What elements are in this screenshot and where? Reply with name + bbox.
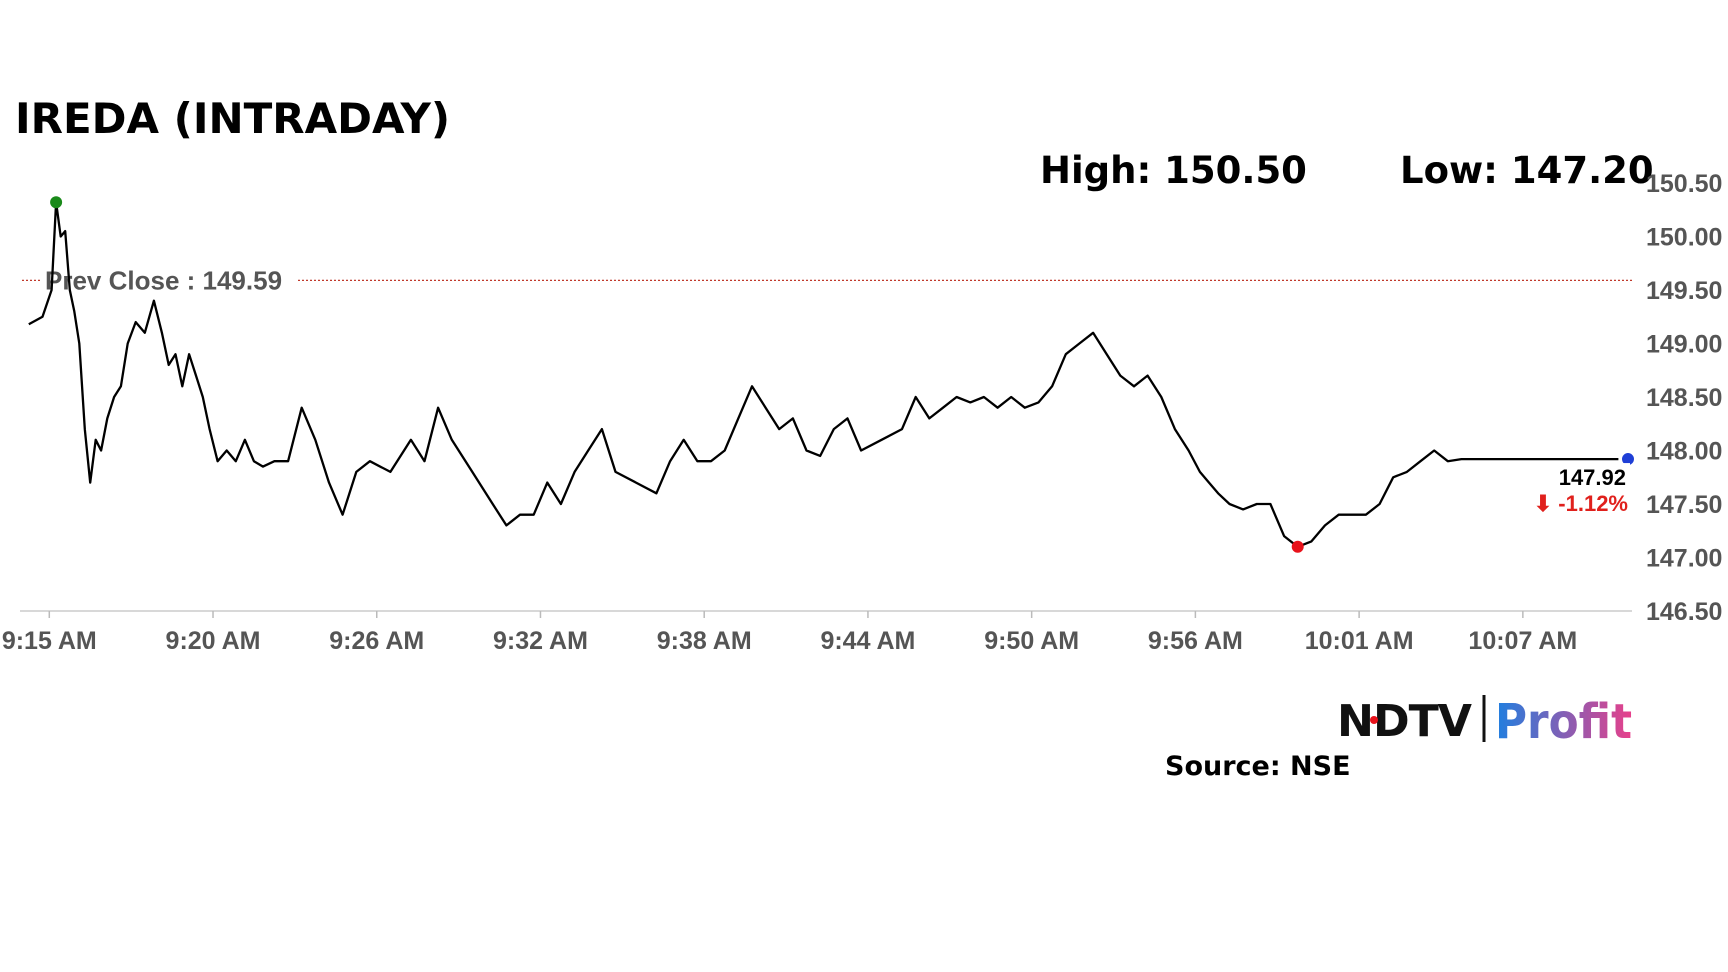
x-tick-label: 10:07 AM (1468, 627, 1577, 655)
brand-ndtv-text: NDTV (1337, 696, 1472, 747)
x-axis-ticks: 9:15 AM 9:20 AM 9:26 AM 9:32 AM 9:38 AM 9:44 … (2, 611, 1577, 655)
y-tick-label: 150.00 (1646, 224, 1722, 252)
high-marker (50, 196, 63, 209)
brand-profit-text: Profit (1495, 694, 1632, 750)
x-tick-label: 9:15 AM (2, 627, 97, 655)
y-tick-label: 148.00 (1646, 438, 1722, 466)
x-tick-label: 9:44 AM (820, 627, 915, 655)
source-label: Source: NSE (1165, 751, 1351, 782)
last-price-label: 147.92 (1559, 465, 1626, 490)
low-label: Low: 147.20 (1400, 149, 1654, 192)
chart-title: IREDA (INTRADAY) (15, 94, 450, 143)
y-tick-label: 147.50 (1646, 491, 1722, 519)
y-tick-label: 149.00 (1646, 331, 1722, 359)
change-percent-label: ⬇ -1.12% (1534, 491, 1628, 516)
x-tick-label: 10:01 AM (1305, 627, 1414, 655)
low-marker (1291, 540, 1304, 553)
ndtv-profit-logo: NDTV Profit (1337, 694, 1632, 750)
high-label: High: 150.50 (1040, 149, 1307, 192)
last-price-marker (1622, 453, 1634, 466)
prev-close-label-bg (40, 262, 298, 297)
y-tick-label: 147.00 (1646, 545, 1722, 573)
x-tick-label: 9:32 AM (493, 627, 588, 655)
last-price-label-bg (1548, 463, 1630, 520)
y-tick-label: 150.50 (1646, 170, 1722, 198)
x-tick-label: 9:26 AM (329, 627, 424, 655)
x-tick-label: 9:20 AM (166, 627, 261, 655)
y-tick-label: 148.50 (1646, 384, 1722, 412)
y-tick-label: 149.50 (1646, 277, 1722, 305)
x-tick-label: 9:50 AM (984, 627, 1079, 655)
x-tick-label: 9:56 AM (1148, 627, 1243, 655)
prev-close-label: Prev Close : 149.59 (45, 265, 282, 295)
series-line-ireda (28, 201, 1619, 548)
y-tick-label: 146.50 (1646, 598, 1722, 626)
y-axis-ticks: 146.50 147.00 147.50 148.00 148.50 149.00 149.… (1646, 170, 1722, 626)
brand-ndtv-dot (1370, 716, 1378, 724)
x-tick-label: 9:38 AM (657, 627, 752, 655)
